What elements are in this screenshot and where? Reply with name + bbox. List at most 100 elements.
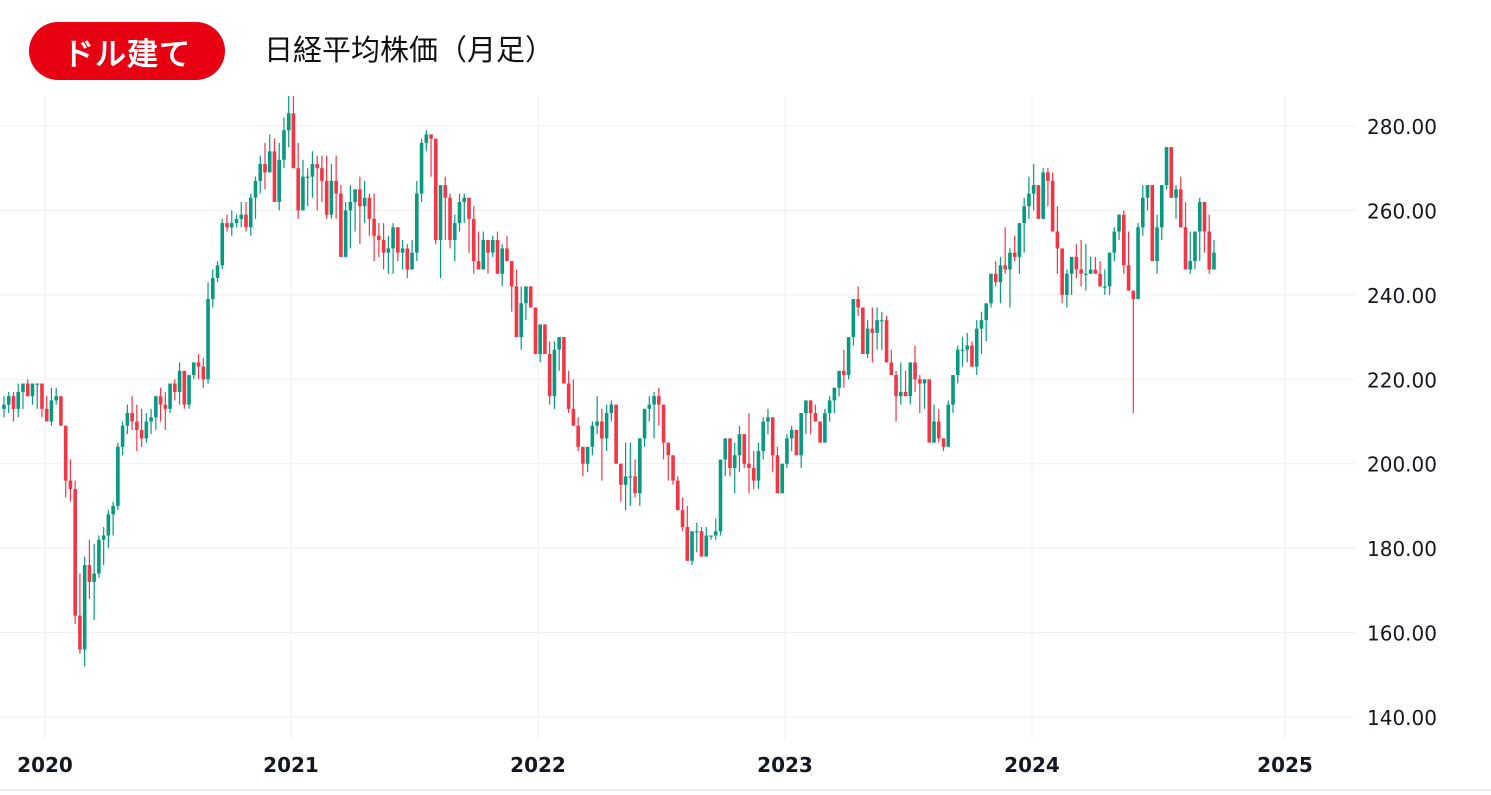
candle-down [889,362,894,376]
candle-down [448,197,452,240]
candle-down [381,239,386,253]
candle-up [229,223,234,228]
candle-up [248,197,253,228]
candle-down [476,261,481,270]
candle-up [120,425,125,447]
candle-down [201,366,206,380]
candle-up [628,476,633,478]
price-axis[interactable]: 280.00 260.00 240.00 220.00 200.00 180.00 160.… [1367,115,1437,730]
candle-up [908,362,913,397]
chart-title: 日経平均株価（月足） [264,33,555,67]
candle-down [296,168,300,211]
candle-up [111,505,115,515]
candle-down [547,353,552,397]
candle-up [1065,273,1069,295]
candle-down [666,442,671,456]
time-axis[interactable]: 2020 2021 2022 2023 2024 2025 [17,753,1313,777]
x-tick-label: 2020 [17,753,73,777]
candle-down [941,438,946,447]
y-tick-label: 260.00 [1367,199,1437,223]
candle-down [1060,248,1064,295]
candle-down [675,480,680,511]
candle-up [1022,206,1026,224]
candle-up [1112,231,1117,253]
candle-down [315,163,319,169]
candle-up [6,396,11,405]
candle-up [258,163,263,181]
candle-down [699,531,704,557]
candle-down [581,446,585,464]
candle-up [756,451,761,481]
candle-down [1126,265,1131,291]
candle-down [685,527,690,561]
candle-up [343,210,348,257]
x-tick-label: 2025 [1257,753,1313,777]
candle-down [44,408,49,422]
candle-up [946,404,951,447]
candle-up [984,303,989,321]
candle-up [1103,286,1107,288]
candle-down [657,396,661,405]
candle-up [538,324,542,354]
candle-up [647,404,652,409]
candle-down [913,362,917,380]
candle-up [785,438,789,464]
candle-down [1046,172,1050,181]
candle-down [182,370,187,405]
candle-down [1003,265,1007,270]
candle-up [718,459,723,532]
candle-down [320,168,324,181]
candle-up [1197,201,1202,232]
candle-down [842,370,846,376]
candle-up [1141,197,1145,228]
candle-down [1207,231,1212,270]
chart-canvas[interactable]: 280.00 260.00 240.00 220.00 200.00 180.00 160.… [0,83,1491,791]
candle-up [865,328,870,354]
candle-down [40,383,44,409]
candle-down [614,404,618,464]
candle-down [433,138,438,240]
candle-down [358,189,362,207]
candle-down [1122,214,1126,266]
candle-down [927,379,932,443]
candle-down [633,476,637,494]
candle-down [1098,273,1102,287]
candle-down [751,467,756,481]
candle-down [1150,185,1155,262]
bottom-divider [0,789,1491,791]
candle-up [239,214,244,219]
candle-down [225,223,229,228]
candle-up [125,413,130,426]
candle-up [35,383,40,385]
candle-down [495,239,500,274]
candle-up [932,421,936,443]
candle-down [917,379,922,384]
candle-up [220,223,225,266]
candle-up [1041,172,1045,219]
candle-up [732,455,737,468]
candle-down [671,455,675,481]
candlestick-chart[interactable]: 280.00 260.00 240.00 220.00 200.00 180.00 160.… [0,83,1491,791]
candle-up [922,379,927,384]
candle-up [989,273,993,304]
candle-up [490,239,495,253]
chart-header: ドル建て 日経平均株価（月足） [0,0,1491,96]
candle-up [557,337,561,350]
candle-down [73,489,77,616]
candle-down [543,324,547,354]
candle-up [519,303,524,338]
candle-down [396,227,400,253]
candle-up [462,197,467,202]
candle-down [1074,256,1079,270]
candle-up [1212,252,1216,270]
candle-down [808,400,813,414]
candle-up [1155,227,1159,262]
candle-down [1183,227,1188,270]
candle-down [158,396,163,405]
y-tick-label: 280.00 [1367,115,1437,139]
candle-up [97,539,101,574]
candle-up [974,328,979,367]
candle-down [272,151,277,202]
candle-down [471,218,476,262]
candle-down [163,404,168,409]
